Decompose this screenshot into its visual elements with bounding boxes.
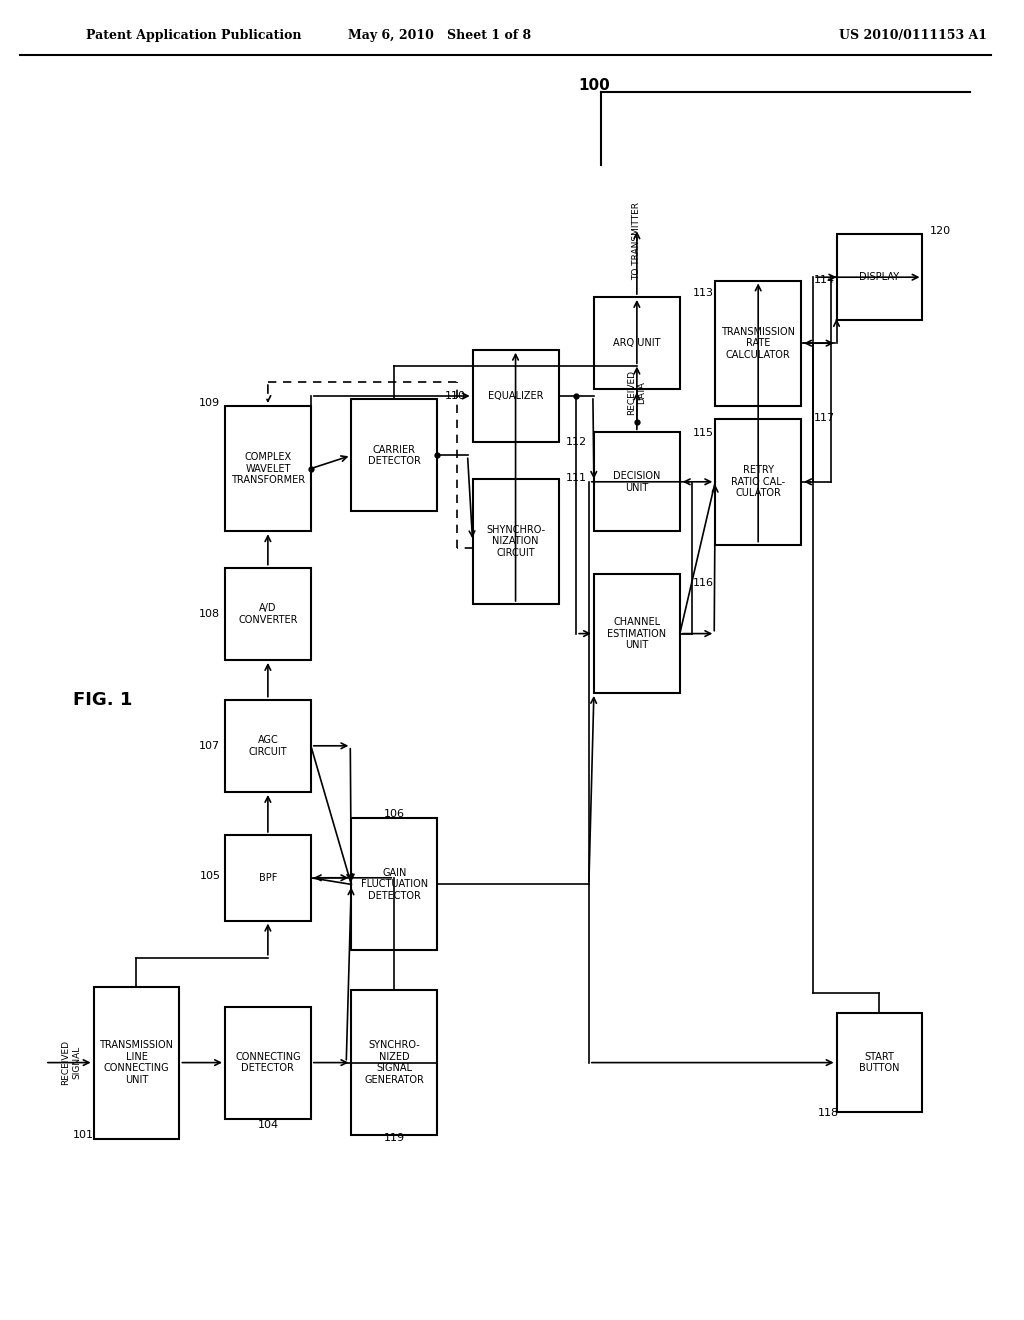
Bar [473, 350, 558, 442]
Bar [351, 818, 437, 950]
Bar [837, 235, 923, 319]
Text: 111: 111 [566, 473, 587, 483]
Text: TRANSMISSION
LINE
CONNECTING
UNIT: TRANSMISSION LINE CONNECTING UNIT [99, 1040, 173, 1085]
Text: 105: 105 [200, 871, 220, 882]
Text: ARQ UNIT: ARQ UNIT [613, 338, 660, 348]
Text: DISPLAY: DISPLAY [859, 272, 899, 282]
Text: 104: 104 [257, 1119, 279, 1130]
Text: FIG. 1: FIG. 1 [73, 690, 132, 709]
Text: START
BUTTON: START BUTTON [859, 1052, 900, 1073]
Bar [225, 407, 311, 531]
Bar [715, 281, 801, 407]
Bar [837, 1014, 923, 1111]
Bar [594, 297, 680, 389]
Text: 112: 112 [566, 437, 587, 447]
Text: AGC
CIRCUIT: AGC CIRCUIT [249, 735, 287, 756]
Text: RECEIVED
SIGNAL: RECEIVED SIGNAL [61, 1040, 81, 1085]
Text: BPF: BPF [259, 873, 278, 883]
Text: US 2010/0111153 A1: US 2010/0111153 A1 [839, 29, 987, 42]
Text: 106: 106 [384, 809, 404, 820]
Text: TRANSMISSION
RATE
CALCULATOR: TRANSMISSION RATE CALCULATOR [721, 326, 796, 360]
Text: Patent Application Publication: Patent Application Publication [86, 29, 301, 42]
Bar [225, 1006, 311, 1119]
Text: 107: 107 [200, 741, 220, 751]
Text: 116: 116 [692, 578, 714, 589]
Text: 117: 117 [814, 413, 835, 424]
Text: A/D
CONVERTER: A/D CONVERTER [239, 603, 298, 624]
Text: RECEIVED
DATA: RECEIVED DATA [627, 370, 646, 414]
Text: 101: 101 [73, 1130, 94, 1140]
Bar [225, 568, 311, 660]
Text: DECISION
UNIT: DECISION UNIT [613, 471, 660, 492]
Text: 119: 119 [384, 1133, 404, 1143]
Text: May 6, 2010   Sheet 1 of 8: May 6, 2010 Sheet 1 of 8 [348, 29, 531, 42]
Text: 118: 118 [818, 1107, 839, 1118]
Text: SHYNCHRO-
NIZATION
CIRCUIT: SHYNCHRO- NIZATION CIRCUIT [486, 524, 545, 558]
Text: GAIN
FLUCTUATION
DETECTOR: GAIN FLUCTUATION DETECTOR [360, 867, 428, 902]
Bar [351, 399, 437, 511]
Text: 114: 114 [814, 275, 835, 285]
Text: 100: 100 [579, 78, 610, 94]
Text: CHANNEL
ESTIMATION
UNIT: CHANNEL ESTIMATION UNIT [607, 616, 667, 651]
Text: EQUALIZER: EQUALIZER [487, 391, 544, 401]
Bar [594, 433, 680, 531]
Text: CONNECTING
DETECTOR: CONNECTING DETECTOR [236, 1052, 301, 1073]
Text: TO TRANSMITTER: TO TRANSMITTER [633, 202, 641, 280]
Bar [594, 574, 680, 693]
Text: 108: 108 [200, 609, 220, 619]
Text: CARRIER
DETECTOR: CARRIER DETECTOR [368, 445, 421, 466]
Text: RETRY
RATIO CAL-
CULATOR: RETRY RATIO CAL- CULATOR [731, 465, 785, 499]
Text: 120: 120 [930, 226, 951, 236]
Bar [225, 836, 311, 921]
Text: 110: 110 [444, 391, 466, 401]
Text: SYNCHRO-
NIZED
SIGNAL
GENERATOR: SYNCHRO- NIZED SIGNAL GENERATOR [365, 1040, 424, 1085]
Text: 115: 115 [692, 428, 714, 438]
Text: 109: 109 [200, 397, 220, 408]
Bar [715, 420, 801, 544]
Text: COMPLEX
WAVELET
TRANSFORMER: COMPLEX WAVELET TRANSFORMER [230, 451, 305, 486]
Bar [93, 987, 179, 1138]
Bar [473, 479, 558, 605]
Bar [225, 700, 311, 792]
Text: 113: 113 [692, 288, 714, 298]
Bar [351, 990, 437, 1135]
